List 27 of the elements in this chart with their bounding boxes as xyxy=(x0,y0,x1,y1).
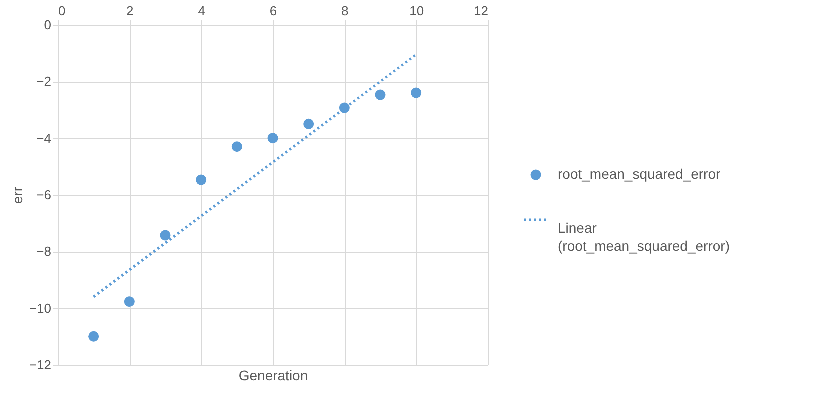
x-axis-title: Generation xyxy=(238,368,308,384)
y-tick-label: 0 xyxy=(44,18,52,32)
y-tick-label: −8 xyxy=(36,244,52,260)
y-tick-label: −10 xyxy=(29,300,52,316)
y-axis-title: err xyxy=(9,186,26,204)
x-tick-label: 2 xyxy=(126,4,134,18)
point xyxy=(124,296,135,308)
point xyxy=(88,331,100,342)
point xyxy=(268,133,278,144)
legend-label: Linear (root_mean_squared_error) xyxy=(558,220,730,254)
x-tick-label: 10 xyxy=(410,4,424,18)
point xyxy=(375,90,386,100)
point xyxy=(196,174,207,186)
point xyxy=(304,118,314,130)
x-tick-label: 0 xyxy=(58,4,66,18)
point xyxy=(411,88,422,98)
x-tick-label: 6 xyxy=(270,4,278,18)
x-tick-label: 4 xyxy=(198,4,206,18)
x-tick-label: 12 xyxy=(474,4,488,18)
point xyxy=(232,142,242,152)
y-tick-label: −12 xyxy=(29,358,52,372)
point xyxy=(160,230,171,241)
y-tick-label: −2 xyxy=(36,74,52,90)
legend-label: root_mean_squared_error xyxy=(558,166,721,182)
y-tick-label: −6 xyxy=(36,188,52,202)
y-tick-label: −4 xyxy=(36,130,52,146)
x-tick-label: 8 xyxy=(342,4,349,18)
